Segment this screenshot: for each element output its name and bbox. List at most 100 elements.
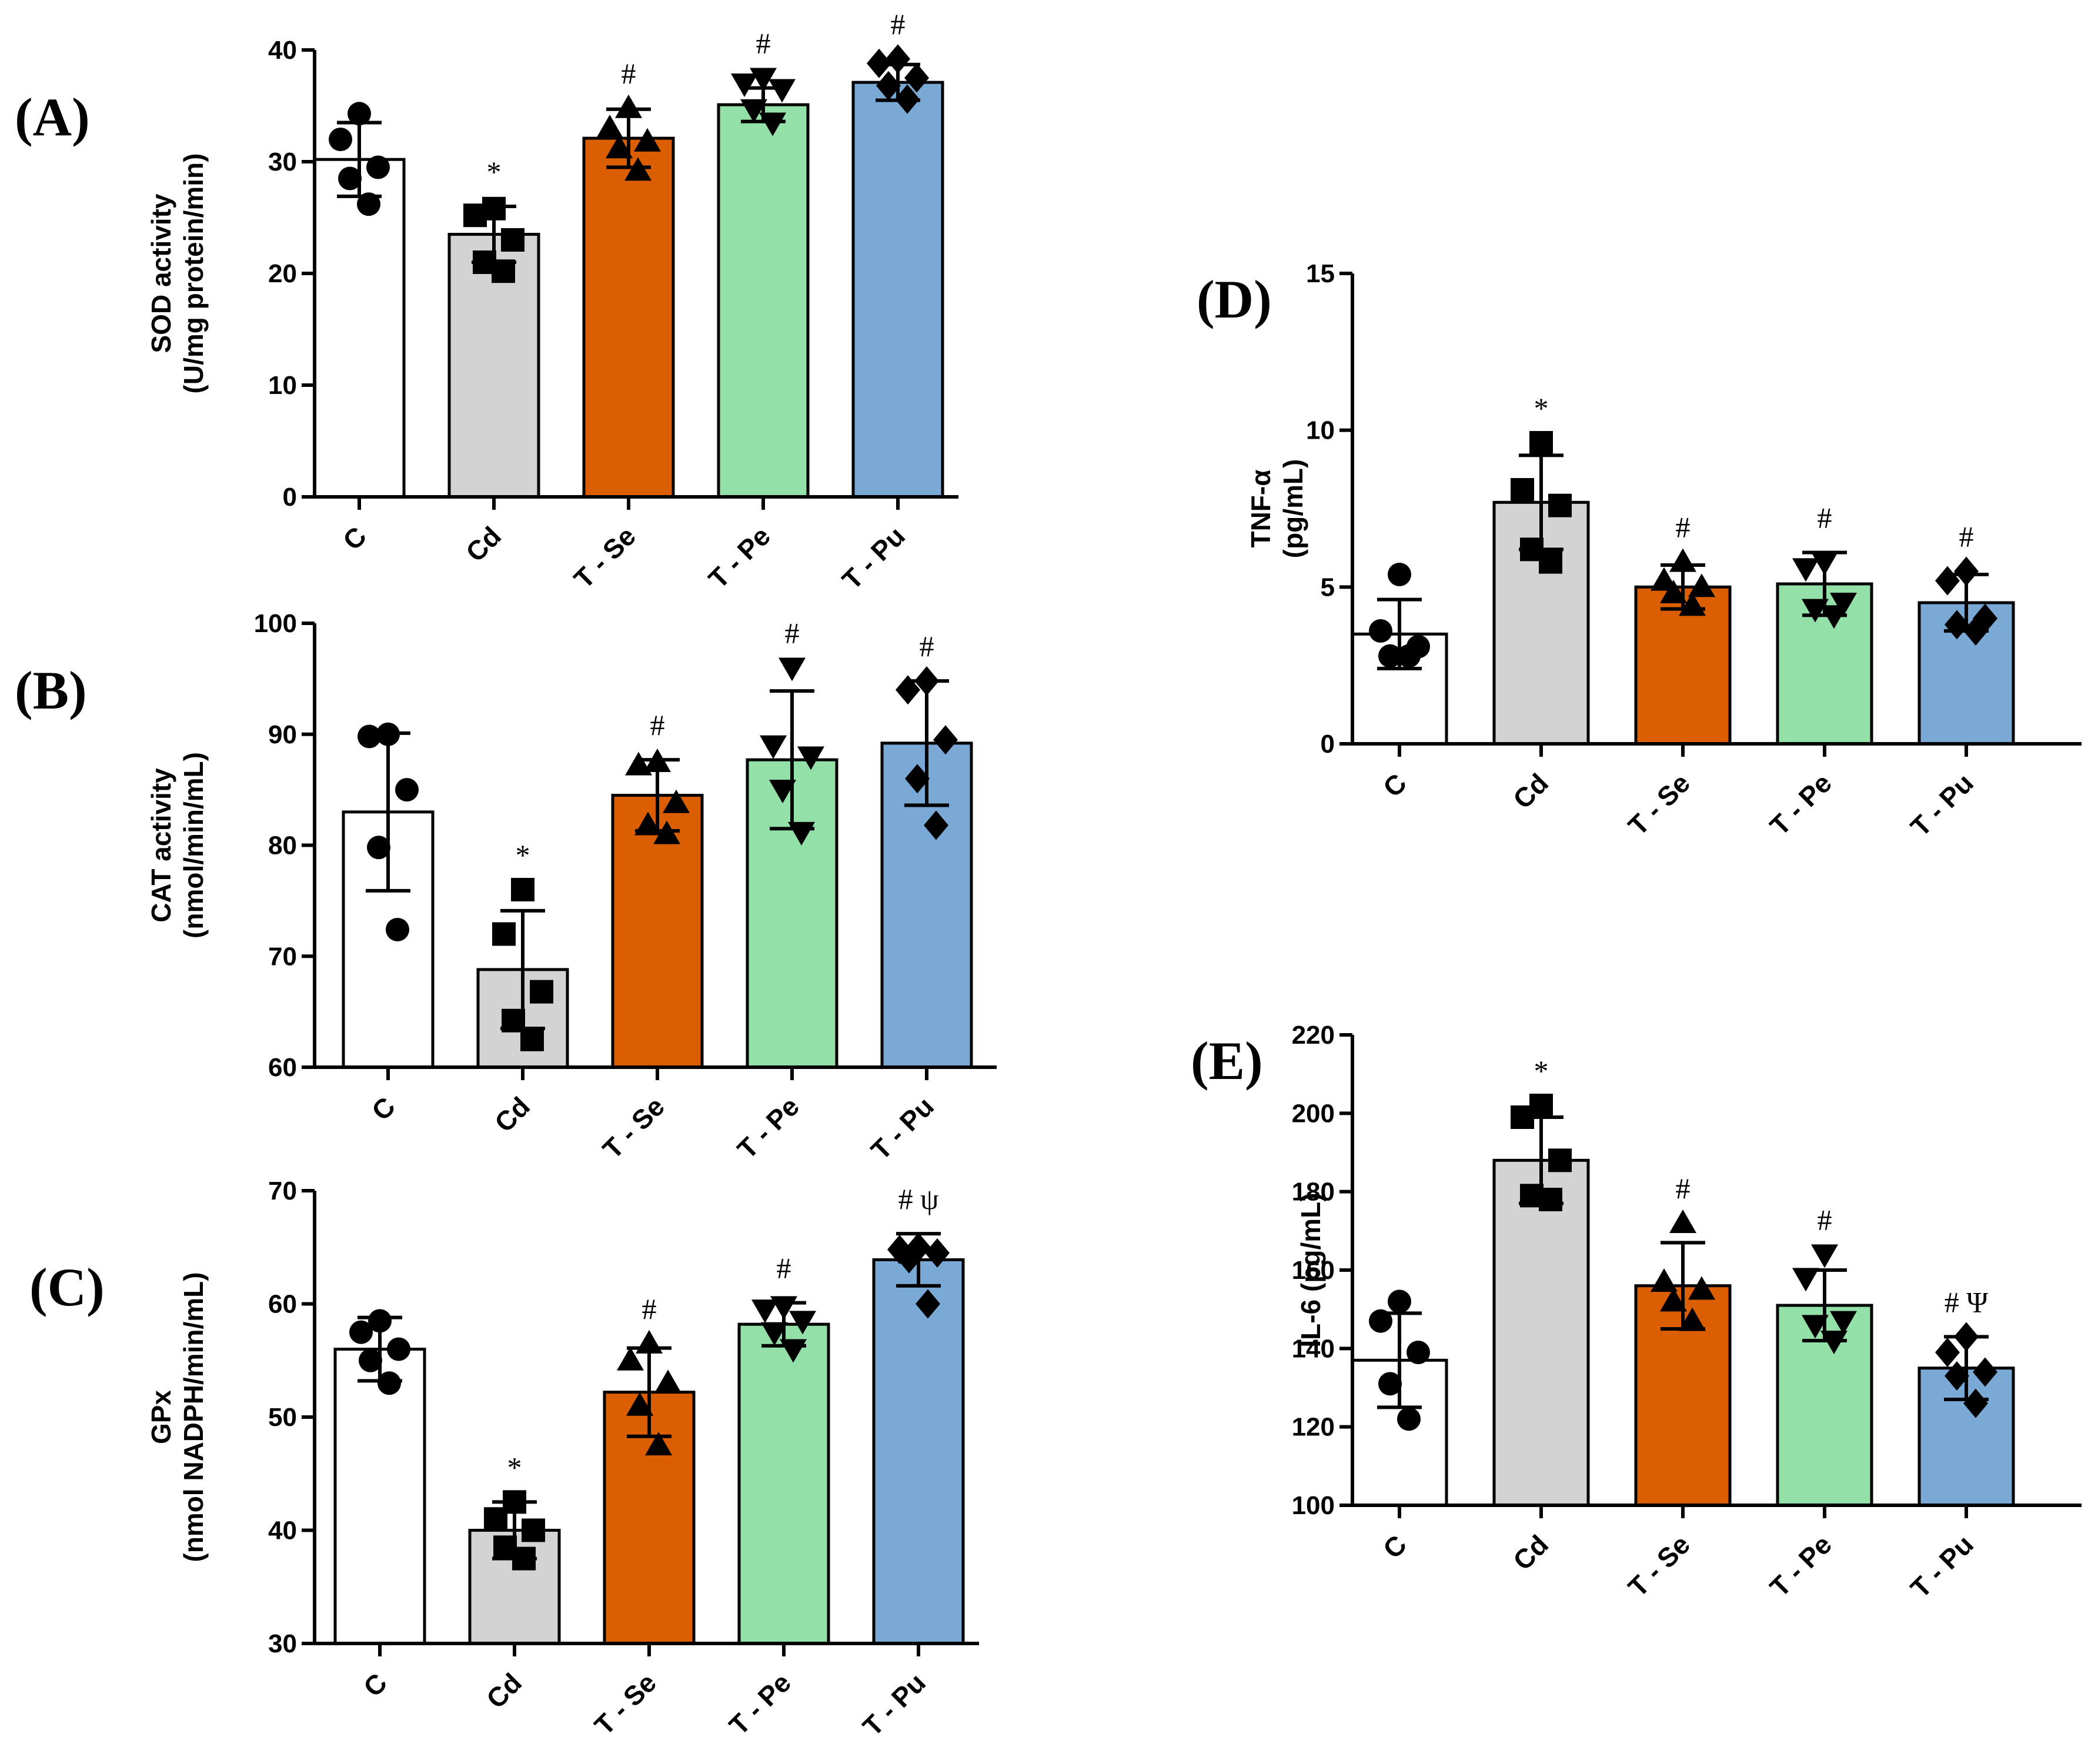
y-axis-label: (U/mg protein/min)	[178, 153, 209, 394]
significance-label: *	[1534, 1054, 1549, 1087]
y-tick-label: 80	[268, 831, 297, 860]
data-point	[1830, 593, 1857, 616]
data-point	[1792, 1268, 1819, 1292]
data-point	[1397, 644, 1421, 668]
y-tick-label: 20	[268, 259, 297, 288]
panel-label: (C)	[29, 1257, 105, 1317]
y-tick-label: 10	[268, 371, 297, 400]
data-point	[395, 778, 419, 802]
y-axis-label: (nmol/min/mL)	[178, 752, 209, 938]
data-point	[761, 1322, 788, 1346]
data-point	[1820, 1331, 1848, 1354]
data-point	[1511, 478, 1534, 502]
panel-label: (B)	[15, 660, 87, 720]
significance-label: #	[1818, 502, 1832, 534]
data-point	[636, 1329, 663, 1354]
data-point	[1973, 1357, 1997, 1387]
data-point	[1378, 644, 1402, 668]
significance-label: #	[622, 57, 636, 90]
data-point	[916, 1289, 940, 1319]
significance-label: #	[1676, 1172, 1691, 1205]
y-tick-label: 120	[1292, 1413, 1335, 1442]
data-point	[779, 657, 806, 681]
bar	[582, 136, 675, 499]
data-point	[759, 112, 786, 136]
data-point	[359, 1348, 382, 1372]
data-point	[789, 1311, 816, 1335]
significance-label: *	[1534, 392, 1549, 425]
y-axis-label: CAT activity	[146, 768, 176, 923]
data-point	[886, 44, 910, 74]
y-tick-label: 140	[1292, 1334, 1335, 1363]
data-point	[1378, 1372, 1402, 1396]
significance-label: #	[1676, 511, 1691, 544]
data-point	[1945, 610, 1969, 640]
bar	[737, 1322, 830, 1645]
data-point	[924, 810, 948, 840]
data-point	[1407, 1341, 1430, 1364]
y-tick-label: 60	[268, 1290, 297, 1319]
data-point	[492, 259, 515, 283]
data-point	[1539, 1188, 1562, 1211]
data-point	[624, 157, 652, 181]
data-point	[1548, 1148, 1572, 1172]
significance-label: *	[487, 155, 502, 188]
data-point	[386, 917, 409, 941]
data-point	[484, 1507, 507, 1531]
y-tick-label: 15	[1306, 259, 1335, 288]
data-point	[338, 166, 362, 191]
significance-label: #	[1818, 1203, 1832, 1236]
data-point	[349, 1320, 373, 1344]
data-point	[644, 748, 671, 772]
data-point	[615, 94, 642, 118]
y-axis-label: SOD activity	[146, 193, 176, 353]
data-point	[740, 99, 767, 123]
bar	[313, 158, 406, 499]
y-tick-label: 5	[1321, 573, 1335, 602]
data-point	[867, 48, 891, 78]
data-point	[606, 135, 633, 159]
data-point	[596, 115, 623, 138]
data-point	[751, 1299, 779, 1324]
data-point	[1548, 493, 1572, 517]
significance-label: #	[1959, 520, 1974, 553]
data-point	[1935, 1338, 1960, 1367]
data-point	[530, 980, 553, 1004]
data-point	[1935, 566, 1960, 596]
data-point	[1830, 1311, 1857, 1335]
data-point	[625, 751, 652, 776]
data-point	[1660, 580, 1687, 603]
data-point	[463, 203, 487, 228]
data-point	[731, 74, 758, 97]
data-point	[626, 1392, 653, 1416]
data-point	[905, 764, 930, 794]
data-point	[348, 102, 371, 126]
bar	[872, 1258, 965, 1645]
data-point	[1669, 548, 1696, 572]
significance-label: # ψ	[898, 1182, 939, 1215]
data-point	[520, 1027, 544, 1051]
data-point	[1388, 1289, 1411, 1314]
data-point	[511, 878, 534, 901]
data-point	[1679, 592, 1706, 616]
y-tick-label: 40	[268, 36, 297, 65]
panel-label: (E)	[1191, 1031, 1263, 1091]
data-point	[634, 811, 662, 836]
data-point	[492, 922, 516, 946]
data-point	[780, 1339, 807, 1363]
data-point	[1388, 563, 1411, 586]
y-tick-label: 70	[268, 942, 297, 971]
data-point	[368, 1309, 392, 1333]
data-point	[895, 84, 920, 114]
data-point	[1802, 599, 1829, 623]
data-point	[896, 675, 920, 705]
y-tick-label: 10	[1306, 416, 1335, 445]
y-axis-label: TNF-α	[1245, 469, 1276, 547]
data-point	[366, 155, 390, 179]
data-point	[1792, 558, 1819, 582]
data-point	[1397, 1407, 1421, 1431]
data-point	[634, 128, 661, 152]
data-point	[387, 1337, 410, 1361]
bar	[611, 794, 704, 1069]
data-point	[1511, 1105, 1534, 1129]
